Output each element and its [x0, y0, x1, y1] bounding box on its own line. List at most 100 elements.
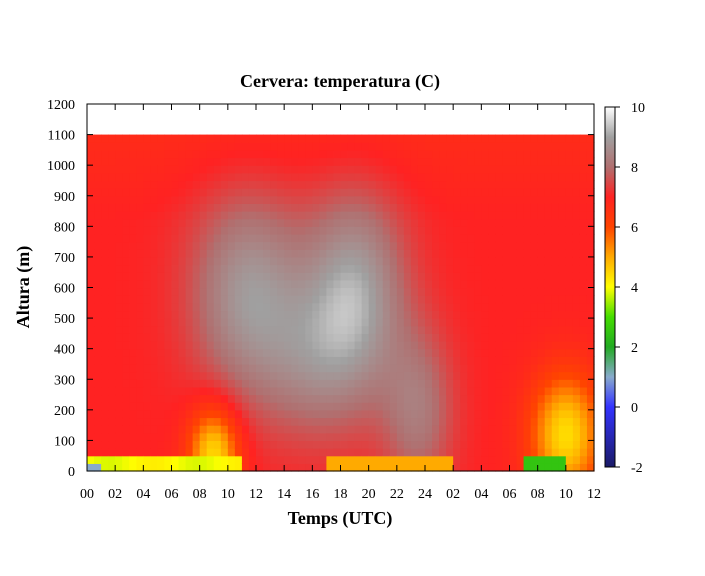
- heatmap-cell: [143, 440, 151, 449]
- heatmap-cell: [565, 149, 574, 159]
- heatmap-cell: [432, 203, 440, 212]
- heatmap-cell: [439, 325, 447, 334]
- heatmap-cell: [572, 440, 581, 449]
- heatmap-cell: [284, 310, 292, 319]
- heatmap-cell: [305, 203, 313, 212]
- heatmap-cell: [425, 180, 433, 189]
- heatmap-cell: [558, 287, 567, 296]
- heatmap-cell: [460, 333, 468, 342]
- heatmap-cell: [305, 425, 313, 434]
- heatmap-cell: [551, 195, 560, 204]
- heatmap-cell: [530, 341, 539, 350]
- heatmap-cell: [263, 333, 271, 342]
- heatmap-cell: [382, 264, 391, 273]
- heatmap-cell: [157, 211, 166, 220]
- colorbar-tick-label: 4: [631, 281, 638, 296]
- heatmap-cell: [185, 425, 194, 434]
- heatmap-cell: [340, 211, 349, 220]
- heatmap-cell: [425, 233, 433, 243]
- heatmap-cell: [467, 341, 475, 350]
- heatmap-cell: [185, 211, 194, 220]
- heatmap-cell: [206, 149, 215, 159]
- heatmap-cell: [122, 356, 130, 365]
- heatmap-cell: [263, 272, 271, 281]
- heatmap-cell: [241, 379, 250, 388]
- heatmap-cell: [523, 325, 532, 334]
- chart-title: Cervera: temperatura (C): [240, 71, 440, 92]
- heatmap-cell: [213, 211, 222, 220]
- heatmap-cell: [340, 341, 349, 350]
- heatmap-cell: [516, 287, 525, 296]
- heatmap-cell: [523, 341, 532, 350]
- heatmap-cell: [340, 333, 349, 342]
- heatmap-cell: [354, 394, 363, 403]
- heatmap-cell: [220, 233, 229, 243]
- heatmap-cell: [241, 180, 250, 189]
- heatmap-cell: [565, 348, 574, 357]
- heatmap-cell: [108, 440, 116, 449]
- heatmap-cell: [417, 134, 426, 143]
- x-tick-label: 20: [362, 487, 376, 502]
- heatmap-cell: [312, 363, 320, 373]
- heatmap-cell: [206, 348, 215, 357]
- heatmap-cell: [375, 233, 384, 243]
- heatmap-cell: [185, 203, 194, 212]
- heatmap-cell: [171, 134, 180, 143]
- heatmap-cell: [340, 218, 349, 227]
- heatmap-cell: [234, 249, 243, 258]
- heatmap-cell: [439, 134, 447, 143]
- heatmap-cell: [199, 318, 208, 327]
- heatmap-cell: [192, 226, 201, 235]
- heatmap-cell: [565, 318, 574, 327]
- heatmap-cell: [326, 134, 335, 143]
- heatmap-cell: [403, 371, 412, 380]
- heatmap-cell: [537, 287, 546, 296]
- heatmap-cell: [509, 333, 518, 342]
- heatmap-cell: [432, 172, 440, 182]
- heatmap-cell: [122, 432, 130, 442]
- heatmap-cell: [256, 379, 264, 388]
- heatmap-cell: [403, 264, 412, 273]
- heatmap-cell: [319, 402, 328, 411]
- y-tick-label: 900: [54, 190, 75, 205]
- heatmap-cell: [115, 356, 123, 365]
- heatmap-cell: [467, 356, 475, 365]
- heatmap-cell: [502, 157, 511, 166]
- heatmap-cell: [516, 295, 525, 304]
- heatmap-cell: [417, 341, 426, 350]
- heatmap-cell: [326, 142, 335, 151]
- heatmap-cell: [256, 165, 264, 174]
- heatmap-cell: [432, 333, 440, 342]
- heatmap-cell: [94, 302, 102, 312]
- heatmap-cell: [425, 394, 433, 403]
- heatmap-cell: [291, 180, 299, 189]
- heatmap-cell: [108, 295, 116, 304]
- heatmap-cell: [544, 211, 553, 220]
- heatmap-cell: [368, 149, 377, 159]
- heatmap-cell: [122, 188, 130, 197]
- heatmap-cell: [354, 203, 363, 212]
- heatmap-cell: [115, 211, 123, 220]
- heatmap-cell: [410, 394, 419, 403]
- heatmap-cell: [354, 249, 363, 258]
- heatmap-cell: [509, 386, 518, 396]
- heatmap-cell: [488, 172, 497, 182]
- heatmap-cell: [157, 409, 166, 419]
- heatmap-cell: [305, 356, 313, 365]
- heatmap-cell: [368, 448, 377, 457]
- heatmap-cell: [164, 402, 173, 411]
- heatmap-cell: [396, 363, 405, 373]
- heatmap-cell: [122, 211, 130, 220]
- heatmap-cell: [284, 180, 292, 189]
- heatmap-cell: [115, 195, 123, 204]
- heatmap-cell: [565, 425, 574, 434]
- heatmap-cell: [354, 287, 363, 296]
- heatmap-cell: [263, 264, 271, 273]
- heatmap-cell: [460, 363, 468, 373]
- heatmap-cell: [199, 272, 208, 281]
- heatmap-cell: [425, 203, 433, 212]
- heatmap-cell: [129, 325, 137, 334]
- heatmap-cell: [579, 302, 588, 312]
- heatmap-cell: [256, 233, 264, 243]
- heatmap-cell: [502, 279, 511, 289]
